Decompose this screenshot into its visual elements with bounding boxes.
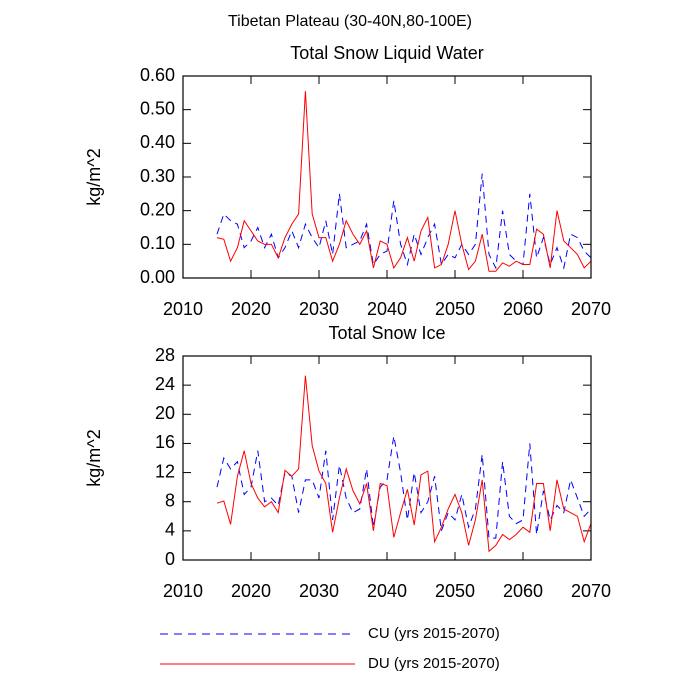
y-tick-label: 0.40 — [140, 132, 175, 152]
y-axis-label: kg/m^2 — [84, 148, 104, 205]
plot-frame — [182, 355, 592, 561]
y-tick-label: 16 — [155, 432, 175, 452]
y-tick-label: 24 — [155, 374, 175, 394]
x-tick-label: 2030 — [299, 581, 339, 601]
x-tick-label: 2020 — [231, 581, 271, 601]
legend-label: DU (yrs 2015-2070) — [368, 655, 500, 672]
data-line — [216, 375, 592, 553]
plot-frame — [182, 75, 592, 279]
panel-title: Total Snow Ice — [328, 323, 445, 343]
y-tick-label: 4 — [165, 520, 175, 540]
panel-title: Total Snow Liquid Water — [290, 43, 483, 63]
y-tick-label: 12 — [155, 461, 175, 481]
x-tick-label: 2040 — [367, 299, 407, 319]
y-tick-label: 0.50 — [140, 98, 175, 118]
x-tick-label: 2020 — [231, 299, 271, 319]
x-tick-label: 2070 — [571, 581, 611, 601]
y-axis-label: kg/m^2 — [84, 429, 104, 486]
data-line — [216, 436, 592, 539]
y-tick-label: 8 — [165, 490, 175, 510]
data-line — [216, 173, 592, 270]
y-tick-label: 0.20 — [140, 199, 175, 219]
y-tick-label: 28 — [155, 345, 175, 365]
x-tick-label: 2040 — [367, 581, 407, 601]
y-tick-label: 0.10 — [140, 233, 175, 253]
x-tick-label: 2010 — [163, 581, 203, 601]
x-tick-label: 2010 — [163, 299, 203, 319]
x-tick-label: 2060 — [503, 581, 543, 601]
legend-label: CU (yrs 2015-2070) — [368, 625, 500, 642]
x-tick-label: 2060 — [503, 299, 543, 319]
x-tick-label: 2070 — [571, 299, 611, 319]
main-title: Tibetan Plateau (30-40N,80-100E) — [228, 13, 472, 30]
y-tick-label: 0.60 — [140, 65, 175, 85]
y-tick-label: 20 — [155, 403, 175, 423]
x-tick-label: 2030 — [299, 299, 339, 319]
y-tick-label: 0.00 — [140, 267, 175, 287]
data-line — [216, 91, 592, 272]
x-tick-label: 2050 — [435, 581, 475, 601]
x-tick-label: 2050 — [435, 299, 475, 319]
y-tick-label: 0 — [165, 549, 175, 569]
y-tick-label: 0.30 — [140, 166, 175, 186]
